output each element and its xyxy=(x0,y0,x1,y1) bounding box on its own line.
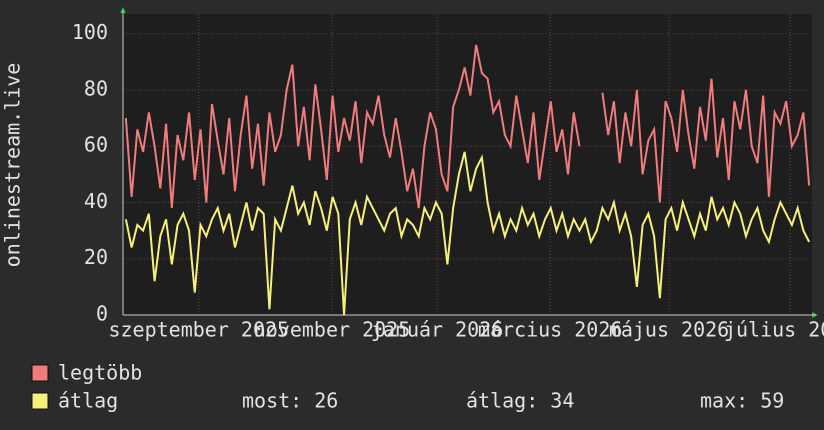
legend-swatch xyxy=(31,364,49,382)
x-tick-label: március 2026 xyxy=(478,318,623,342)
legend-label: átlag xyxy=(58,389,118,413)
line xyxy=(124,151,811,316)
x-tick-label: január 2026 xyxy=(371,318,503,342)
plot-area xyxy=(123,14,812,315)
y-tick-label: 20 xyxy=(84,245,108,269)
line xyxy=(601,78,811,203)
x-tick-label: július 2026 xyxy=(724,318,824,342)
line xyxy=(124,44,581,209)
legend-swatch xyxy=(31,392,49,410)
y-tick-label: 80 xyxy=(84,76,108,100)
x-tick-label: november 2025 xyxy=(254,318,411,342)
x-tick-label: szeptember 2025 xyxy=(108,318,289,342)
y-tick-label: 60 xyxy=(84,133,108,157)
x-tick-label: május 2026 xyxy=(609,318,729,342)
y-axis-label: onlinestream.live xyxy=(1,63,25,268)
stat: max: 59 xyxy=(700,389,784,413)
stat: most: 26 xyxy=(242,389,338,413)
y-tick-label: 0 xyxy=(96,302,108,326)
stat: átlag: 34 xyxy=(466,389,574,413)
y-tick-label: 40 xyxy=(84,189,108,213)
legend-label: legtöbb xyxy=(58,361,142,385)
y-tick-label: 100 xyxy=(72,20,108,44)
